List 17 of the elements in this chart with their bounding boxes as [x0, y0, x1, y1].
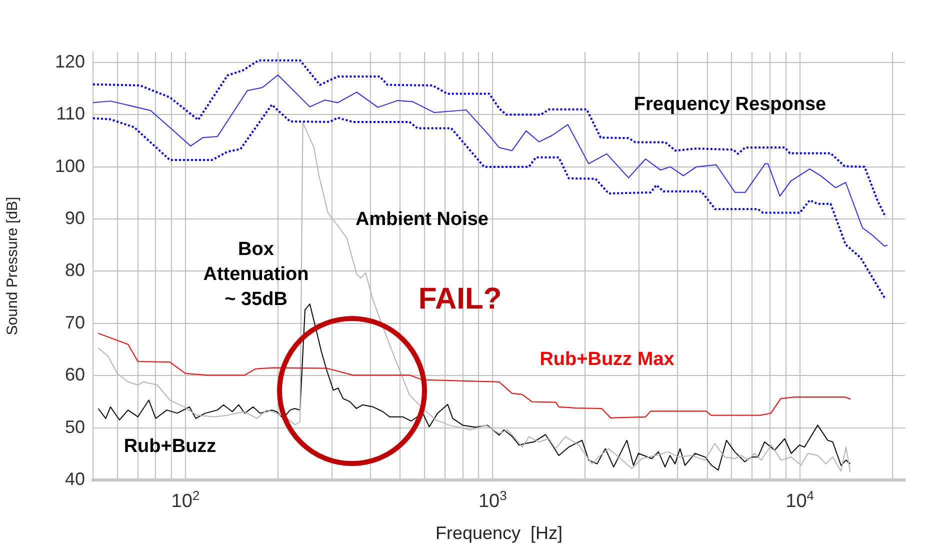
series-label: Rub+Buzz	[124, 436, 216, 458]
y-tick-label: 40	[64, 468, 85, 489]
y-axis-title: Sound Pressure [dB]	[4, 196, 22, 336]
y-tick-label: 80	[64, 260, 85, 280]
y-tick-label: 50	[64, 416, 85, 437]
annotation: FAIL?	[418, 282, 502, 316]
annotation: Frequency Response	[634, 94, 826, 116]
y-tick-label: 100	[54, 156, 85, 176]
annotation: Ambient Noise	[355, 209, 489, 230]
y-tick-label: 110	[56, 104, 85, 124]
y-tick-label: 60	[64, 364, 85, 385]
x-axis-title: Frequency [Hz]	[435, 523, 563, 544]
series-label: Rub+Buzz Max	[540, 349, 675, 370]
y-tick-label: 70	[64, 312, 85, 332]
y-tick-label: 90	[64, 208, 85, 228]
y-tick-label: 120	[54, 51, 85, 72]
annotation: Box Attenuation ~ 35dB	[203, 239, 309, 310]
